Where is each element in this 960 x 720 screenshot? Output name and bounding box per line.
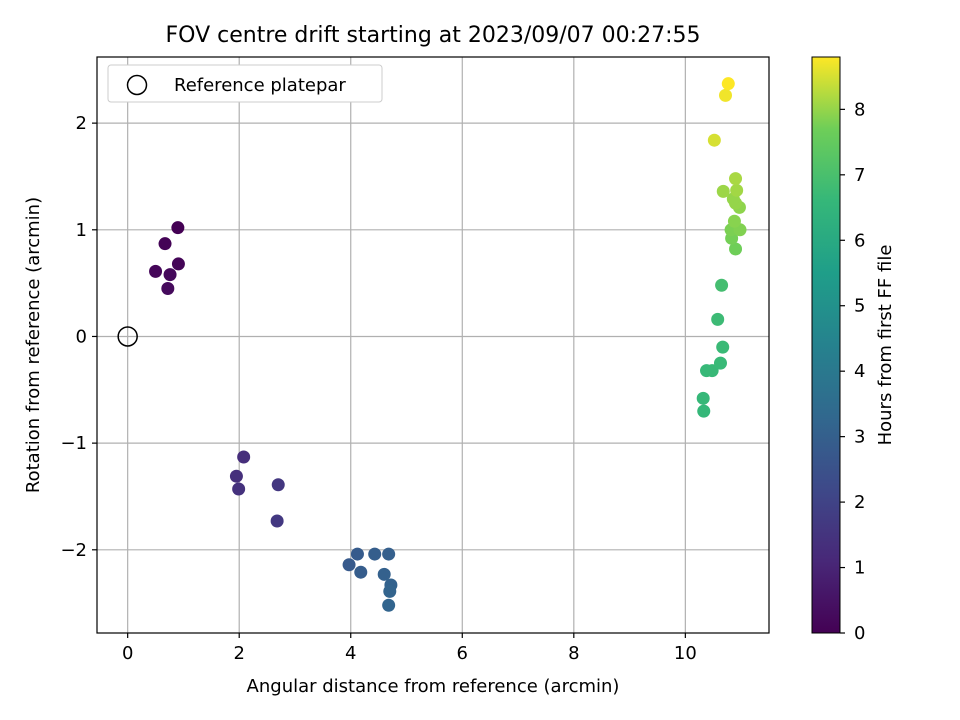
legend-marker-icon: [126, 74, 148, 96]
y-axis-ticks: −2 −1 0 1 2: [60, 113, 97, 561]
data-point: [342, 558, 356, 572]
data-point: [711, 312, 725, 326]
data-point: [158, 237, 172, 251]
legend: Reference platepar: [107, 64, 383, 103]
y-tick-label: −2: [60, 540, 87, 561]
reference-platepar-marker: [117, 326, 138, 347]
data-point: [719, 88, 733, 102]
legend-box: [107, 64, 383, 103]
data-point: [350, 547, 364, 561]
data-point: [171, 221, 185, 235]
y-axis-label: Rotation from reference (arcmin): [23, 197, 44, 493]
colorbar-tick-label: 5: [854, 296, 865, 317]
x-tick-label: 0: [122, 643, 133, 664]
data-point: [705, 364, 719, 378]
data-point: [382, 547, 396, 561]
data-point: [382, 598, 396, 612]
x-tick-label: 2: [233, 643, 244, 664]
y-tick-label: 1: [76, 220, 87, 241]
y-tick-label: −1: [60, 433, 87, 454]
x-tick-label: 8: [568, 643, 579, 664]
y-tick-label: 2: [76, 113, 87, 134]
colorbar-tick-label: 4: [854, 361, 865, 382]
x-tick-label: 10: [674, 643, 697, 664]
data-point: [377, 567, 391, 581]
data-point: [715, 278, 729, 292]
data-point: [727, 214, 741, 228]
plot-frame: [96, 56, 770, 634]
data-point: [163, 268, 177, 282]
x-axis-label: Angular distance from reference (arcmin): [247, 676, 620, 697]
x-tick-label: 4: [345, 643, 356, 664]
colorbar-ticks: 0 1 2 3 4 5 6 7 8: [840, 99, 865, 644]
colorbar-tick-label: 2: [854, 492, 865, 513]
data-point: [716, 340, 730, 354]
data-point: [270, 514, 284, 528]
data-point: [707, 133, 721, 147]
data-point: [229, 469, 243, 483]
data-point: [368, 547, 382, 561]
colorbar-tick-label: 8: [854, 99, 865, 120]
colorbar-tick-label: 3: [854, 427, 865, 448]
data-point: [696, 391, 710, 405]
data-point: [721, 77, 735, 91]
colorbar-tick-label: 0: [854, 623, 865, 644]
data-point: [237, 450, 251, 464]
chart-title: FOV centre drift starting at 2023/09/07 …: [166, 23, 701, 48]
data-point: [697, 404, 711, 418]
colorbar-tick-label: 6: [854, 230, 865, 251]
data-point: [729, 172, 743, 186]
colorbar-tick-label: 7: [854, 165, 865, 186]
data-point: [383, 584, 397, 598]
grid-lines: [97, 57, 769, 633]
data-point: [161, 281, 175, 295]
x-axis-ticks: 0 2 4 6 8 10: [122, 633, 697, 664]
x-tick-label: 6: [457, 643, 468, 664]
data-point: [271, 478, 285, 492]
data-point: [730, 183, 744, 197]
colorbar-label: Hours from first FF file: [875, 245, 896, 446]
data-points: [149, 77, 747, 612]
data-point: [354, 565, 368, 579]
data-point: [716, 184, 730, 198]
data-point: [232, 482, 246, 496]
data-point: [149, 264, 163, 278]
legend-label: Reference platepar: [174, 75, 346, 96]
data-point: [729, 242, 743, 256]
colorbar: [811, 56, 841, 634]
y-tick-label: 0: [76, 326, 87, 347]
data-point: [171, 257, 185, 271]
data-point: [713, 356, 727, 370]
colorbar-tick-label: 1: [854, 558, 865, 579]
